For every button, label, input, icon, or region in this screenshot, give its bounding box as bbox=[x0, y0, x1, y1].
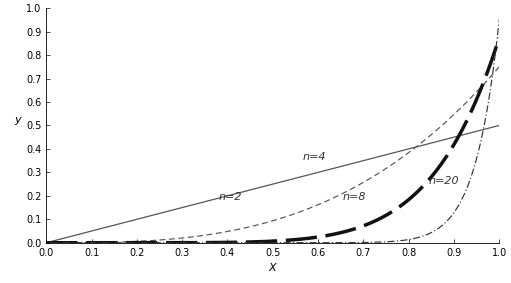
X-axis label: X: X bbox=[269, 263, 276, 273]
Y-axis label: y: y bbox=[14, 115, 21, 125]
Text: n=8: n=8 bbox=[343, 192, 366, 202]
Text: n=4: n=4 bbox=[302, 152, 326, 162]
Text: n=2: n=2 bbox=[218, 192, 242, 202]
Text: n=20: n=20 bbox=[429, 175, 459, 186]
